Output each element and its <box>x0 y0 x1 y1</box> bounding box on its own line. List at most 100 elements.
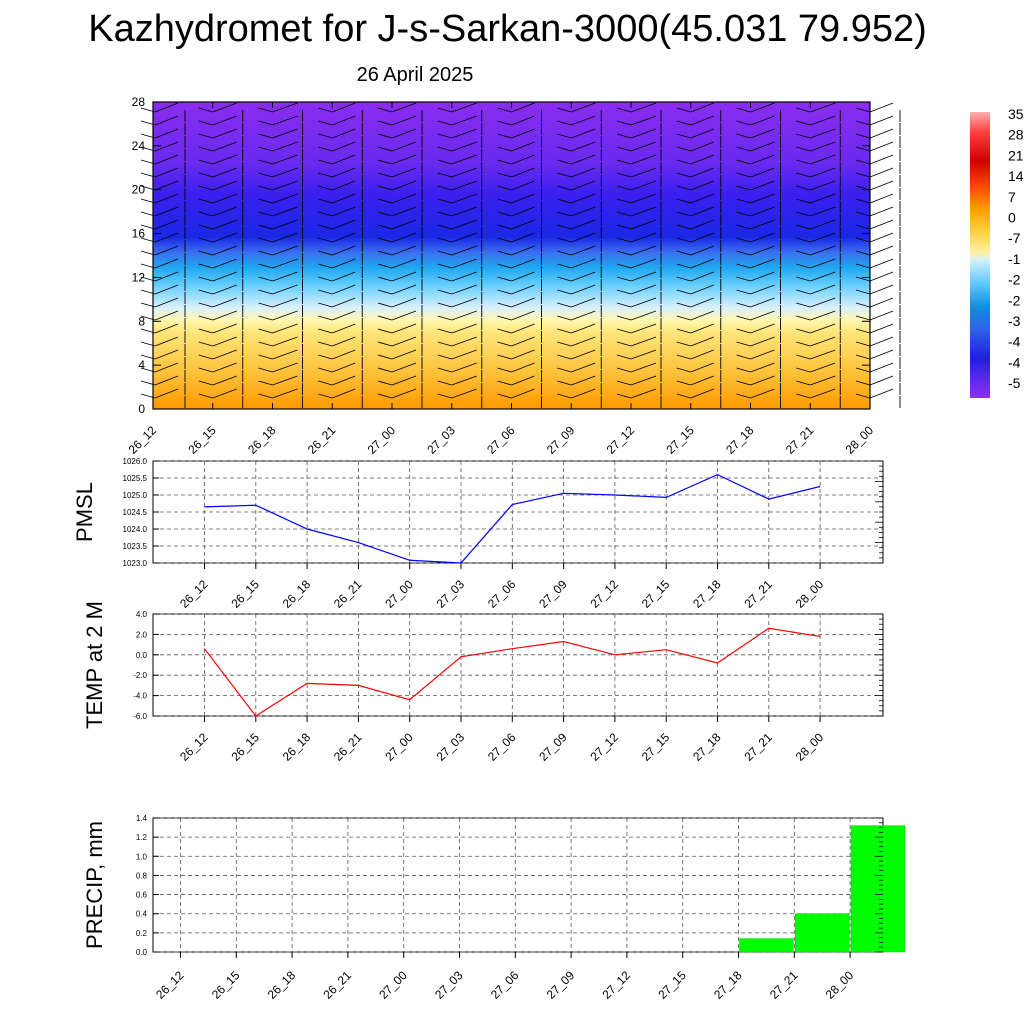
wind-barb <box>736 284 781 304</box>
precip-x-tick-label: 27_21 <box>767 968 801 1002</box>
wind-barb <box>497 115 542 135</box>
wind-barb <box>736 245 781 265</box>
pmsl-y-tick-label: 1025.0 <box>123 491 148 500</box>
wind-barb <box>437 193 483 213</box>
heatmap-x-tick-label: 27_21 <box>783 423 817 457</box>
wind-barb <box>676 206 722 226</box>
wind-barb <box>198 128 244 148</box>
wind-barb <box>258 180 303 200</box>
temp-y-tick-label: 0.0 <box>136 651 148 660</box>
wind-barb <box>318 180 363 200</box>
colorbar-label: 21 <box>1008 147 1024 163</box>
wind-barb <box>437 232 483 252</box>
wind-barb <box>198 284 244 304</box>
heatmap-x-tick-label: 26_15 <box>185 423 219 457</box>
wind-barb <box>855 323 901 343</box>
date-subtitle: 26 April 2025 <box>356 64 474 86</box>
wind-barb <box>616 349 662 369</box>
wind-barb <box>497 219 542 239</box>
wind-barb <box>557 245 602 265</box>
wind-barb <box>676 375 722 395</box>
pmsl-x-tick-label: 27_12 <box>588 577 622 611</box>
wind-barb <box>497 388 542 408</box>
wind-barb <box>258 388 303 408</box>
wind-barb <box>676 310 722 330</box>
wind-barb <box>616 336 662 356</box>
wind-barb <box>616 245 662 265</box>
wind-barb <box>497 245 542 265</box>
wind-barb <box>377 193 423 213</box>
colorbar-label: -2 <box>1008 292 1021 308</box>
wind-barb <box>198 258 244 278</box>
pmsl-x-tick-label: 26_18 <box>280 577 314 611</box>
wind-barb <box>497 323 542 343</box>
pmsl-x-axis: 26_12 26_15 26_18 26_21 27_00 27_03 27_06 27_09… <box>177 563 826 611</box>
temp-x-tick-label: 27_18 <box>690 730 724 764</box>
wind-barb <box>258 349 303 369</box>
wind-barb <box>616 167 662 187</box>
wind-barb <box>377 258 423 278</box>
wind-barb <box>318 141 363 161</box>
wind-barb <box>318 297 363 317</box>
wind-barb <box>557 141 602 161</box>
wind-barb <box>855 128 901 148</box>
wind-barb <box>796 323 841 343</box>
wind-barb <box>258 336 303 356</box>
heatmap-y-tick-label: 28 <box>132 95 146 109</box>
wind-barb <box>557 284 602 304</box>
wind-barb <box>676 245 722 265</box>
precip-y-tick-label: 0.4 <box>136 910 148 919</box>
wind-barb <box>437 180 483 200</box>
wind-barb <box>437 128 483 148</box>
colorbar-label: -4 <box>1008 354 1021 370</box>
precip-y-tick-label: 1.0 <box>136 852 148 861</box>
colorbar-label: -3 <box>1008 313 1021 329</box>
temp-x-tick-label: 27_00 <box>382 730 416 764</box>
precip-x-tick-label: 28_00 <box>823 968 857 1002</box>
heatmap-y-tick-label: 24 <box>132 139 146 153</box>
wind-barb <box>198 336 244 356</box>
wind-barb <box>198 362 244 382</box>
heatmap-field <box>153 102 870 409</box>
temp-panel: 4.02.00.0-2.0-4.0-6.0 26_12 26_15 26_18 26_… <box>82 601 884 764</box>
wind-barb <box>437 349 483 369</box>
wind-barb <box>557 336 602 356</box>
wind-barb <box>377 115 423 135</box>
wind-barb <box>855 141 901 161</box>
pmsl-y-tick-label: 1026.0 <box>123 457 148 466</box>
wind-barb <box>258 219 303 239</box>
wind-barb <box>258 154 303 174</box>
wind-barb <box>198 297 244 317</box>
wind-barb <box>198 388 244 408</box>
colorbar-label: -7 <box>1008 230 1021 246</box>
colorbar-label: -5 <box>1008 375 1021 391</box>
temp-x-tick-label: 26_12 <box>177 730 211 764</box>
wind-barb <box>557 180 602 200</box>
pmsl-x-tick-label: 26_21 <box>331 577 365 611</box>
heatmap-x-tick-label: 27_09 <box>544 423 578 457</box>
wind-barb <box>796 128 841 148</box>
wind-barb <box>557 271 602 291</box>
temp-x-tick-label: 28_00 <box>793 730 827 764</box>
wind-barb <box>557 232 602 252</box>
wind-barb <box>497 128 542 148</box>
wind-barb <box>616 115 662 135</box>
wind-barb <box>377 284 423 304</box>
pmsl-x-tick-label: 26_15 <box>228 577 262 611</box>
wind-barb <box>736 310 781 330</box>
wind-barb <box>796 336 841 356</box>
wind-barb <box>616 271 662 291</box>
wind-barb <box>497 297 542 317</box>
wind-barb <box>736 206 781 226</box>
wind-barb <box>557 388 602 408</box>
pmsl-ylabel: PMSL <box>72 482 97 542</box>
wind-barb <box>736 232 781 252</box>
wind-barb <box>437 154 483 174</box>
wind-barb <box>318 284 363 304</box>
wind-barb <box>616 388 662 408</box>
wind-barb <box>796 102 841 122</box>
wind-barb <box>676 232 722 252</box>
wind-barb <box>198 206 244 226</box>
pmsl-panel: 1026.0 1025.5 1025.0 1024.5 1024.0 1023.5 1023… <box>72 457 884 611</box>
heatmap-y-tick-label: 8 <box>138 314 145 328</box>
